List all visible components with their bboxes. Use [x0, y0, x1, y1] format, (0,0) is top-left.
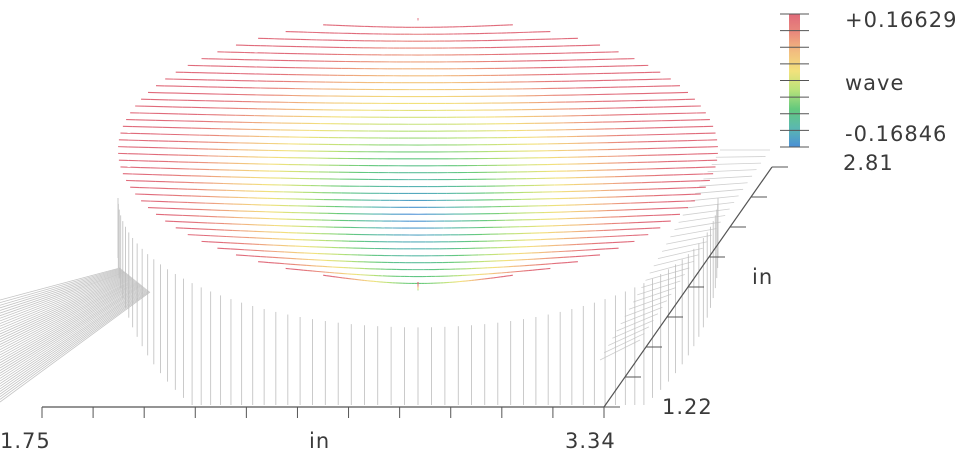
floor-hatch-line: [0, 271, 125, 317]
floor-hatch-line: [707, 169, 757, 173]
floor-hatch-line: [0, 274, 129, 330]
floor-hatch-line: [0, 280, 137, 356]
floor-hatch-line: [661, 241, 708, 252]
color-scale-legend: +0.16629 wave -0.16846: [780, 8, 957, 148]
floor-hatch-line: [686, 202, 735, 209]
floor-hatch-line: [0, 286, 145, 382]
floor-hatch-line: [0, 283, 141, 369]
floor-hatch-line: [0, 287, 146, 387]
floor-hatch-line: [0, 290, 149, 398]
floor-hatch-line: [0, 289, 148, 392]
color-scale-max-label: +0.16629: [845, 8, 957, 32]
floor-hatch-line: [0, 268, 121, 304]
floor-hatch-line: [608, 326, 650, 346]
floor-hatch-line: [670, 228, 717, 238]
floor-hatch-line: [0, 283, 140, 366]
floor-hatch-line: [711, 162, 762, 165]
floor-hatch-line: [641, 274, 685, 288]
floor-hatch-line: [0, 273, 128, 327]
floor-hatch-line: [653, 254, 699, 267]
floor-hatch-line: [0, 270, 124, 311]
floor-hatch-line: [0, 282, 139, 364]
floor-hatch-line: [0, 288, 147, 390]
floor-hatch-line: [0, 278, 134, 345]
floor-hatch-line: [637, 280, 681, 296]
floor-hatch-line: [0, 286, 144, 379]
floor-hatch-line: [682, 208, 730, 216]
floor-hatch-line: [0, 267, 121, 301]
floor-hatch-line: [0, 279, 135, 351]
floor-hatch-line: [0, 273, 128, 324]
floor-hatch-line: [0, 268, 122, 306]
y-axis-min-label: 1.22: [662, 395, 713, 419]
floor-hatch-line: [703, 175, 753, 180]
floor-hatch-line: [603, 333, 645, 354]
floor-hatch-line: [0, 278, 135, 348]
floor-hatch-line: [599, 339, 641, 361]
floor-hatch-line: [0, 272, 127, 322]
floor-hatch-line: [0, 281, 138, 361]
surface-contours: [118, 18, 718, 291]
floor-hatch-line: [666, 234, 712, 245]
floor-hatch-line: [0, 275, 130, 332]
floor-hatch-line: [0, 277, 133, 343]
floor-hatch-line: [0, 291, 151, 403]
x-axis-title: in: [309, 429, 330, 453]
x-axis-ticks: [41, 407, 605, 418]
floor-hatch-line: [0, 269, 123, 309]
floor-hatch-line: [616, 313, 659, 332]
floor-grid: [0, 149, 770, 403]
floor-hatch-line: [657, 247, 703, 260]
floor-hatch-line: [0, 291, 150, 400]
y-axis-max-label: 2.81: [843, 151, 894, 175]
color-scale-ticks: [780, 13, 809, 148]
floor-hatch-line: [620, 306, 663, 325]
floor-hatch-line: [674, 221, 721, 231]
floor-hatch-line: [0, 279, 136, 353]
floor-hatch-line: [0, 284, 142, 374]
floor-hatch-line: [0, 276, 131, 337]
x-axis-min-label: 1.75: [0, 429, 51, 453]
floor-hatch-line: [0, 270, 124, 314]
floor-hatch-line: [715, 156, 766, 158]
y-axis-title: in: [752, 265, 773, 289]
floor-hatch-line: [612, 319, 654, 339]
floor-hatch-line: [690, 195, 739, 202]
y-axis-ticks: [604, 166, 788, 408]
axes: 1.75 in 3.34 1.22 in 2.81: [0, 151, 894, 453]
floor-hatch-line: [0, 287, 145, 385]
color-scale-min-label: -0.16846: [845, 122, 947, 146]
floor-hatch-line: [0, 289, 148, 395]
floor-hatch-line: [649, 260, 694, 274]
floor-hatch-line: [624, 300, 668, 317]
floor-hatch-line: [0, 276, 132, 340]
floor-hatch-line: [0, 275, 131, 335]
floor-hatch-line: [645, 267, 690, 281]
floor-hatch-line: [0, 285, 143, 377]
floor-hatch-line: [0, 271, 126, 319]
floor-hatch-line: [628, 293, 672, 310]
wall-lines: [117, 198, 719, 405]
x-axis-max-label: 3.34: [565, 429, 616, 453]
floor-hatch-line: [695, 188, 744, 194]
floor-hatch-line: [0, 281, 138, 358]
floor-hatch-line: [0, 284, 141, 371]
color-scale-unit-label: wave: [845, 71, 904, 95]
floor-hatch-line: [699, 182, 748, 187]
